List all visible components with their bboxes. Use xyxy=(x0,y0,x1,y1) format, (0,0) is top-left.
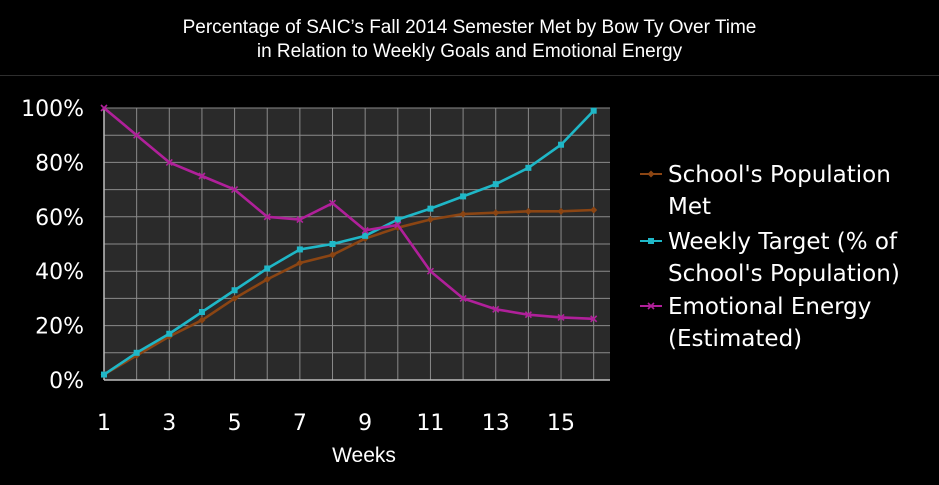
data-point xyxy=(296,259,304,267)
data-point xyxy=(394,216,401,223)
legend-label: (Estimated) xyxy=(668,326,802,352)
data-point xyxy=(133,131,141,139)
legend-item: School's Population Met xyxy=(640,162,891,220)
data-point xyxy=(492,209,500,217)
legend-item: Emotional Energy (Estimated) xyxy=(640,294,871,352)
y-tick-label: 100% xyxy=(21,97,84,122)
legend-item: Weekly Target (% of School's Population) xyxy=(640,229,900,287)
data-point xyxy=(590,107,597,114)
x-axis-title: Weeks xyxy=(332,444,396,467)
series-layer xyxy=(100,104,598,379)
data-point xyxy=(590,315,598,323)
data-point xyxy=(329,241,336,247)
series-line xyxy=(103,109,595,376)
data-point xyxy=(557,207,565,215)
data-point xyxy=(426,267,435,275)
data-point xyxy=(460,193,467,200)
chart-title-block: Percentage of SAIC’s Fall 2014 Semester … xyxy=(0,16,939,64)
x-axis: 1 3 5 7 9 11 13 15 xyxy=(97,411,575,436)
data-point xyxy=(426,216,434,224)
legend-swatch-marker xyxy=(647,170,655,178)
legend-label: Weekly Target (% of xyxy=(668,229,898,255)
data-point xyxy=(231,294,239,302)
title-divider xyxy=(0,75,939,76)
data-point xyxy=(133,349,140,356)
data-point xyxy=(296,246,303,253)
x-tick-label: 3 xyxy=(162,411,176,436)
legend-label: Emotional Energy xyxy=(668,294,871,320)
x-tick-label: 15 xyxy=(547,411,575,436)
data-point xyxy=(524,207,532,215)
data-point xyxy=(198,309,205,315)
data-point xyxy=(328,199,337,207)
data-point xyxy=(101,371,107,378)
y-tick-label: 60% xyxy=(35,206,84,231)
series-2 xyxy=(101,107,597,378)
data-point xyxy=(263,275,271,283)
x-tick-label: 5 xyxy=(228,411,242,436)
y-tick-label: 0% xyxy=(49,369,84,394)
data-point xyxy=(492,305,500,313)
grid-lines xyxy=(103,107,610,381)
chart-subtitle: in Relation to Weekly Goals and Emotiona… xyxy=(256,41,683,62)
y-tick-label: 40% xyxy=(35,260,84,285)
x-tick-label: 11 xyxy=(416,411,444,436)
data-point xyxy=(198,172,206,180)
legend-swatch-marker xyxy=(648,238,654,244)
data-point xyxy=(263,213,271,221)
data-point xyxy=(558,141,565,148)
data-point xyxy=(394,221,402,229)
y-axis: 0% 20% 40% 60% 80% 100% xyxy=(21,97,84,394)
x-tick-label: 7 xyxy=(293,411,307,436)
x-tick-label: 9 xyxy=(358,411,372,436)
data-point xyxy=(198,316,206,324)
legend-label: School's Population xyxy=(668,162,891,188)
data-point xyxy=(296,215,304,224)
data-point xyxy=(361,226,369,234)
data-point xyxy=(231,186,239,194)
data-point xyxy=(264,265,271,272)
data-point xyxy=(524,311,532,319)
chart-title: Percentage of SAIC’s Fall 2014 Semester … xyxy=(182,17,757,38)
data-point xyxy=(362,232,369,239)
data-point xyxy=(459,210,467,218)
data-point xyxy=(590,206,598,214)
legend-swatch-marker xyxy=(647,302,655,310)
legend-label: Met xyxy=(668,194,711,220)
data-point xyxy=(231,287,238,294)
data-point xyxy=(165,158,173,166)
data-point xyxy=(427,205,434,212)
data-point xyxy=(459,294,467,302)
series-line xyxy=(103,107,594,321)
data-point xyxy=(329,251,337,259)
data-point xyxy=(525,164,532,171)
x-tick-label: 1 xyxy=(97,411,111,436)
y-tick-label: 80% xyxy=(35,151,84,176)
x-tick-label: 13 xyxy=(482,411,510,436)
data-point xyxy=(557,313,565,322)
legend: School's Population Met Weekly Target (% o… xyxy=(640,162,900,352)
data-point xyxy=(492,181,499,188)
legend-label: School's Population) xyxy=(668,261,900,287)
series-3 xyxy=(100,104,598,323)
data-point xyxy=(166,330,173,337)
data-point xyxy=(100,104,108,112)
series-line xyxy=(103,208,594,376)
y-tick-label: 20% xyxy=(35,315,84,340)
